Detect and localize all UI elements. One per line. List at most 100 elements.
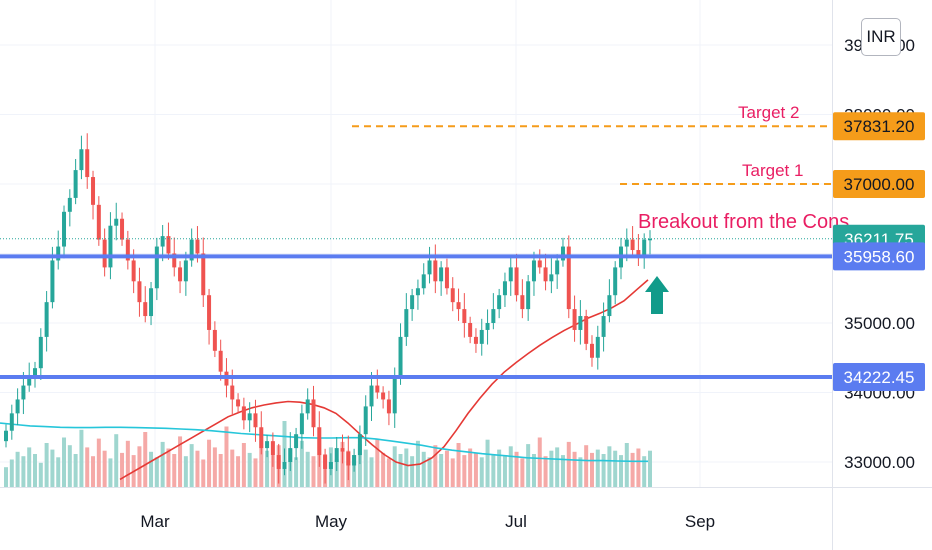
candle-body [497,295,502,310]
volume-bar [520,458,525,487]
breakout-annotation: Breakout from the Cons [638,211,849,233]
candlesticks [4,133,652,484]
candle [149,281,154,326]
candle-body [323,455,328,469]
volume-bars [4,421,652,487]
volume-bar [270,455,275,487]
volume-bar [398,454,403,487]
volume-bar [624,443,629,487]
candle [555,254,560,289]
candle-body [398,336,403,379]
target-lines[interactable]: Target 2 Target 1 [352,103,832,185]
candle [108,212,113,280]
candle-body [421,274,426,289]
candle [189,228,194,267]
candle-body [410,295,415,310]
volume-bar [607,446,612,487]
candle [4,424,8,448]
candle-body [259,427,264,449]
candle [253,399,258,442]
volume-bar [444,450,449,487]
candle-body [485,323,490,330]
volume-bar [236,456,241,487]
candle [572,295,577,342]
candle-body [108,225,113,268]
candle [299,404,304,449]
candle [578,300,583,345]
volume-bar [543,456,548,487]
volume-bar [160,441,165,487]
target-label: Target 1 [742,161,803,180]
time-axis-label: Sep [685,512,715,531]
candle [468,316,473,344]
volume-bar [381,452,386,487]
candle-body [502,281,507,296]
candle-body [468,323,473,337]
candle [520,279,525,319]
candle-body [195,239,200,254]
volume-bar [404,448,409,487]
candle-body [172,253,177,268]
candle-body [160,236,165,247]
candle-body [334,448,339,462]
volume-bar [259,435,264,487]
volume-bar [618,455,623,487]
target-label: Target 2 [738,103,799,122]
candle-body [543,267,548,282]
candle-body [288,448,293,462]
candle [549,258,554,294]
volume-bar [253,458,258,487]
volume-bar [473,452,478,487]
volume-bar [439,454,444,487]
volume-bar [27,447,32,487]
candle-body [15,399,20,414]
candle-body [392,378,397,414]
volume-bar [566,441,571,487]
volume-bar [241,443,246,487]
candle [636,234,641,267]
candle [462,293,467,338]
candle [62,205,67,259]
candle [38,328,43,380]
candle [317,411,322,467]
candle [276,443,281,484]
candle [247,402,252,433]
candle [381,386,386,409]
candle-body [589,343,594,358]
candle-body [317,427,322,456]
volume-bar [613,450,618,487]
candle [537,249,542,274]
volume-bar [149,451,154,487]
volume-bar [479,457,484,487]
candle [352,448,357,472]
candle-body [33,368,38,379]
volume-bar [125,440,130,487]
volume-bar [526,444,531,487]
volume-bar [386,458,391,487]
candle [560,237,565,267]
volume-bar [491,454,496,487]
candle [386,390,391,426]
time-axis[interactable]: Mar May Jul Sep [140,512,715,531]
candle-body [9,413,14,431]
volume-bar [218,454,223,487]
volume-bar [584,445,589,487]
candle-body [624,239,629,247]
candle-body [201,253,206,296]
candle-body [439,267,444,282]
candle [369,371,374,421]
currency-button[interactable]: INR [861,18,901,56]
time-axis-label: May [315,512,348,531]
candle-body [531,260,536,282]
volume-bar [508,446,513,487]
volume-bar [572,451,577,487]
candle-body [154,246,159,289]
candle-body [473,336,478,344]
horizontal-lines[interactable] [0,238,832,380]
candle-body [462,309,467,323]
candle [79,135,84,180]
candle [259,411,264,455]
volume-bar [207,439,212,487]
candle-body [73,170,78,198]
